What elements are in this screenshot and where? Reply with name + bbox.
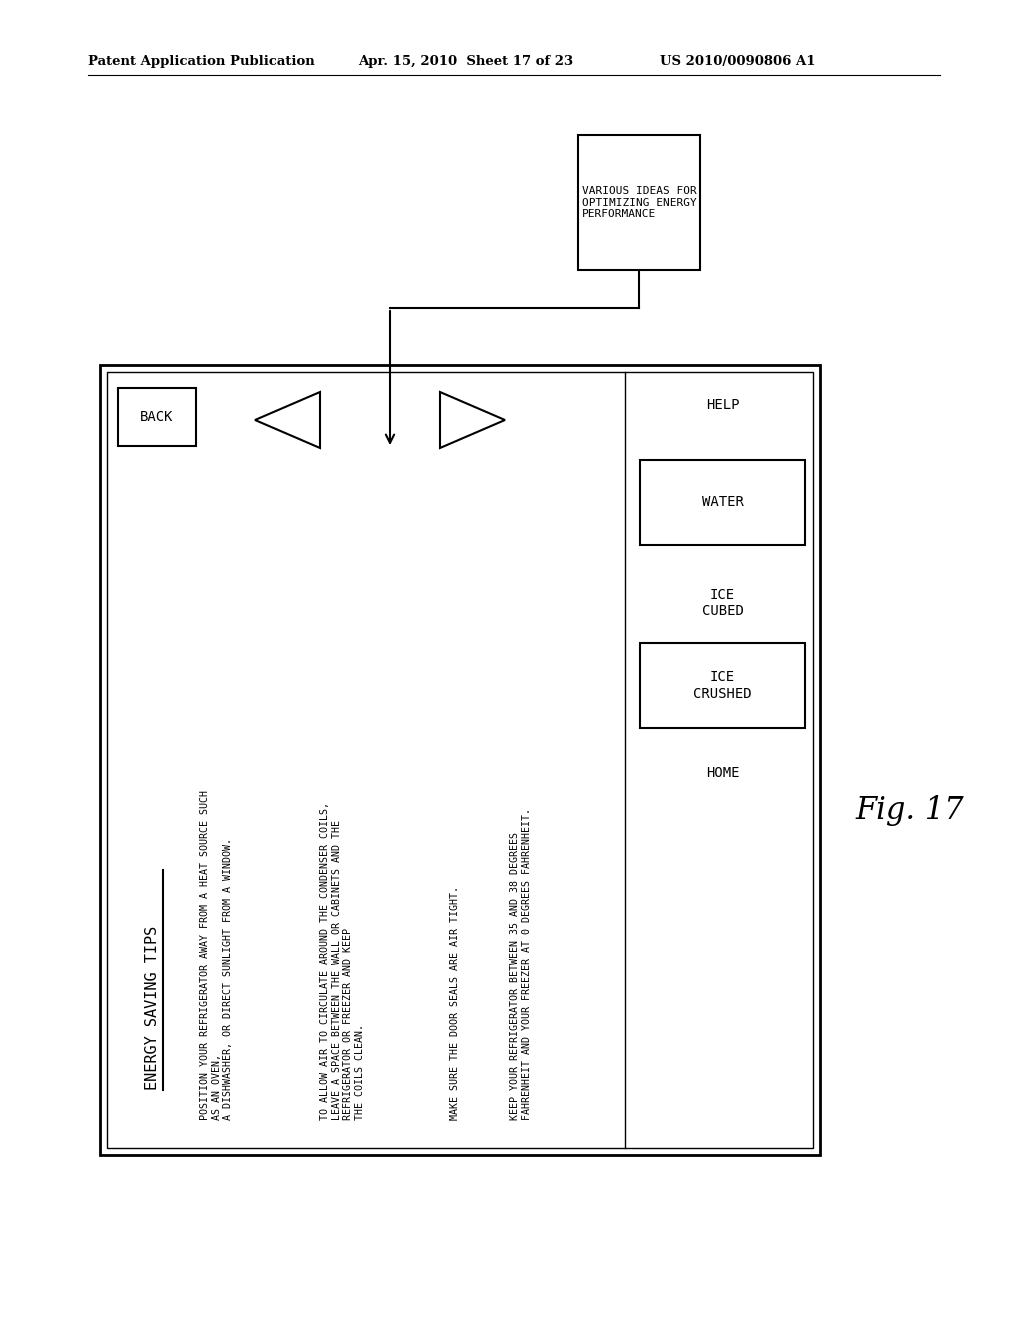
Text: VARIOUS IDEAS FOR
OPTIMIZING ENERGY
PERFORMANCE: VARIOUS IDEAS FOR OPTIMIZING ENERGY PERF… — [582, 186, 696, 219]
Polygon shape — [440, 392, 505, 447]
Text: ICE
CUBED: ICE CUBED — [701, 587, 743, 618]
Text: Fig. 17: Fig. 17 — [855, 795, 964, 825]
Text: WATER: WATER — [701, 495, 743, 510]
Bar — [106, 372, 813, 1148]
Text: TO ALLOW AIR TO CIRCULATE AROUND THE CONDENSER COILS,
LEAVE A SPACE BETWEEN THE : TO ALLOW AIR TO CIRCULATE AROUND THE CON… — [319, 803, 365, 1119]
Bar — [640, 459, 805, 545]
Text: BACK: BACK — [140, 411, 174, 424]
Text: POSITION YOUR REFRIGERATOR AWAY FROM A HEAT SOURCE SUCH
AS AN OVEN,
A DISHWASHER: POSITION YOUR REFRIGERATOR AWAY FROM A H… — [200, 789, 233, 1119]
Text: MAKE SURE THE DOOR SEALS ARE AIR TIGHT.: MAKE SURE THE DOOR SEALS ARE AIR TIGHT. — [450, 886, 460, 1119]
Text: US 2010/0090806 A1: US 2010/0090806 A1 — [660, 55, 815, 69]
Text: KEEP YOUR REFRIGERATOR BETWEEN 35 AND 38 DEGREES
FAHRENHEIT AND YOUR FREEZER AT : KEEP YOUR REFRIGERATOR BETWEEN 35 AND 38… — [510, 808, 531, 1119]
Text: HOME: HOME — [706, 766, 739, 780]
Polygon shape — [255, 392, 319, 447]
Text: HELP: HELP — [706, 399, 739, 412]
Bar — [640, 643, 805, 729]
Text: Patent Application Publication: Patent Application Publication — [88, 55, 314, 69]
Text: ICE
CRUSHED: ICE CRUSHED — [693, 671, 752, 701]
Bar — [578, 135, 700, 271]
Text: Apr. 15, 2010  Sheet 17 of 23: Apr. 15, 2010 Sheet 17 of 23 — [358, 55, 573, 69]
Bar — [100, 366, 820, 1155]
Bar — [118, 388, 196, 446]
Text: ENERGY SAVING TIPS: ENERGY SAVING TIPS — [145, 925, 160, 1090]
